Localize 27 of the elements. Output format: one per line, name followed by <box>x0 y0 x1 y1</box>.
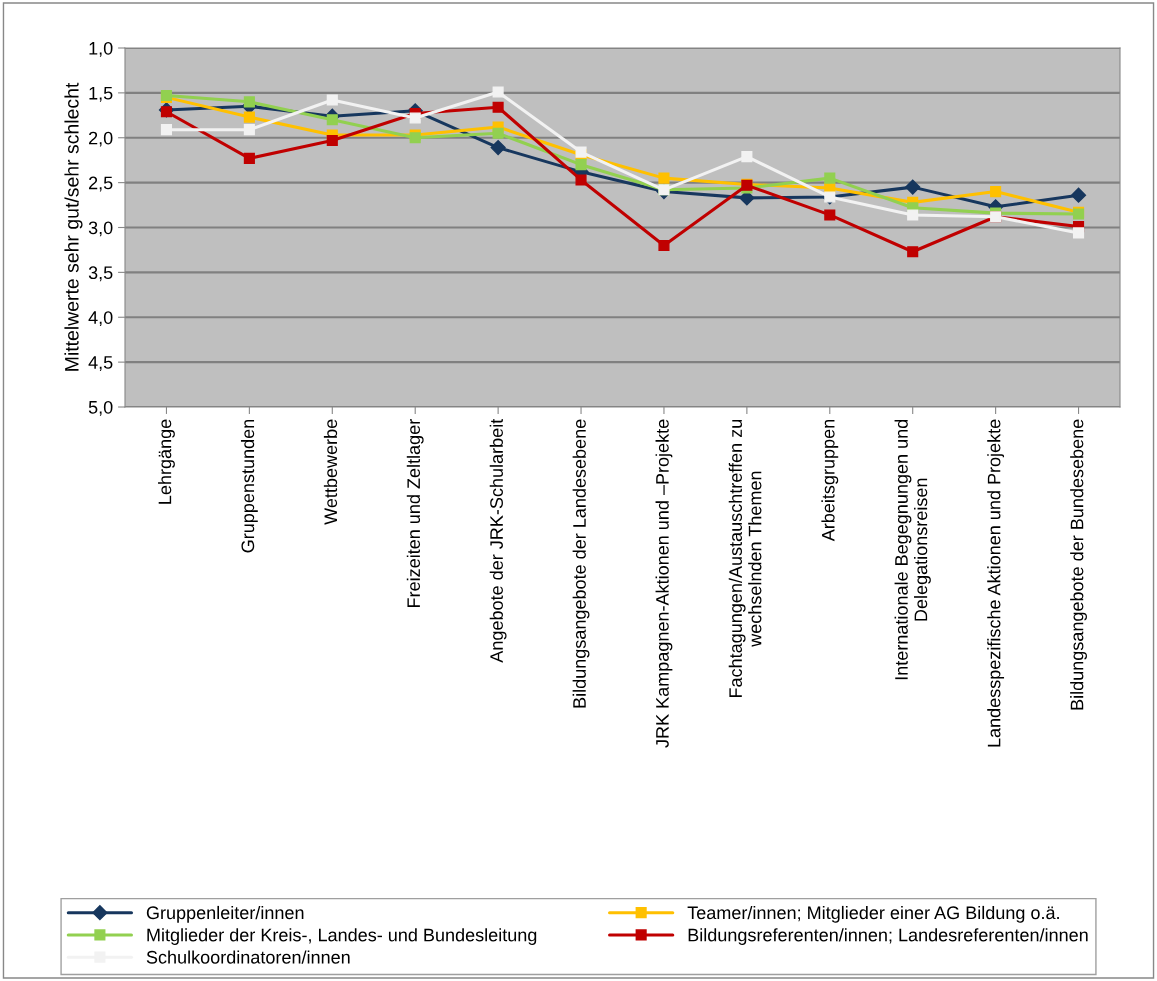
x-tick-label: Angebote der JRK-Schularbeit <box>489 418 507 663</box>
legend-label: Schulkoordinatoren/innen <box>146 950 350 964</box>
x-tick-label: Arbeitsgruppen <box>821 419 839 542</box>
x-tick-label: Internationale Begegnungen und Delegationsreisen <box>894 419 931 680</box>
x-tick-label: Fachtagungen/Austauschtreffen zu wechselnden Themen <box>728 419 762 698</box>
y-tick-label: 4,0 <box>88 311 113 327</box>
x-tick-label: Landesspezifische Aktionen und Projekte <box>987 419 1005 747</box>
y-tick-label: 4,5 <box>88 356 113 371</box>
x-tick-label: Wettbewerbe <box>323 419 338 525</box>
x-tick-label: Bildungsangebote der Bundesebene <box>1070 419 1087 710</box>
x-tick-label: Gruppenstunden <box>240 419 258 553</box>
x-tick-label: JRK Kampagnen-Aktionen und –Projekte <box>655 419 673 748</box>
y-tick-label: 3,0 <box>88 221 113 237</box>
y-tick-label: 1,0 <box>89 41 113 57</box>
y-tick-label: 5,0 <box>88 400 113 416</box>
y-tick-label: 2,5 <box>89 176 113 192</box>
legend-label: Teamer/innen; Mitglieder einer AG Bildung o.ä. <box>687 905 1059 923</box>
x-tick-label: Lehrgänge <box>158 419 175 504</box>
y-tick-label: 2,0 <box>89 131 113 147</box>
y-tick-label: 3,5 <box>88 266 113 282</box>
x-tick-label: Freizeiten und Zeltlager <box>406 419 424 607</box>
legend-label: Mitglieder der Kreis-, Landes- und Bundesleitung <box>147 928 537 945</box>
y-tick-label: 1,5 <box>89 87 113 102</box>
legend-label: Bildungsreferenten/innen; Landesreferenten/innen <box>688 928 1088 945</box>
legend-label: Gruppenleiter/innen <box>146 905 304 923</box>
y-axis-title: Mittelwerte sehr gut/sehr schlecht <box>64 82 83 371</box>
x-tick-label: Bildungsangebote der Landesebene <box>572 419 590 708</box>
